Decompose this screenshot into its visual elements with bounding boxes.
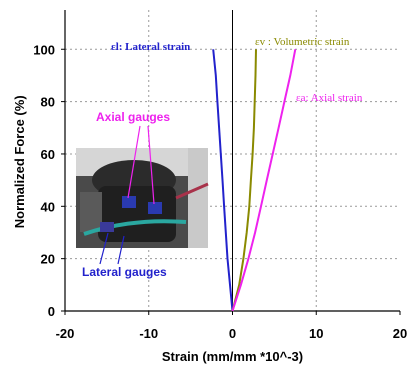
lateral-gauges-arrow-1	[99, 232, 109, 265]
x-tick-label: 10	[309, 326, 323, 341]
axial-gauges-arrow-1	[127, 125, 141, 199]
photo-red-wire	[175, 182, 209, 200]
photo-cable	[83, 219, 187, 236]
x-tick-label: 20	[393, 326, 407, 341]
axial-strain-line	[231, 49, 297, 312]
axial-strain-label: εa: Axial strain	[296, 92, 363, 104]
y-tick-label: 0	[48, 304, 55, 319]
photo-specimen	[98, 186, 176, 242]
volumetric-strain-line	[231, 49, 257, 312]
photo-lateral-gauge	[100, 222, 114, 232]
lateral-strain-line	[212, 49, 234, 312]
data-series	[212, 49, 297, 312]
photo-left-clamp	[80, 192, 102, 232]
y-tick-label: 60	[41, 147, 55, 162]
x-axis-title: Strain (mm/mm *10^-3)	[162, 349, 303, 364]
y-axis-title: Normalized Force (%)	[12, 95, 27, 228]
lateral-gauges-label: Lateral gauges	[82, 265, 167, 279]
lateral-gauges-arrow-2	[117, 235, 125, 265]
tick-labels: 0 20 40 60 80 100 -20 -10 0 10 20 Strain (mm/mm *10…	[12, 42, 407, 364]
annotations: εl: Lateral strain εv : Volumetric strain…	[82, 36, 363, 279]
photo-axial-gauge-1	[122, 196, 136, 208]
x-tick-label: 0	[229, 326, 236, 341]
axial-gauges-label: Axial gauges	[96, 110, 170, 124]
photo-right-light	[188, 148, 208, 248]
specimen-photo	[76, 148, 209, 248]
y-tick-label: 40	[41, 199, 55, 214]
x-tick-label: -20	[56, 326, 75, 341]
y-tick-label: 20	[41, 252, 55, 267]
y-tick-label: 80	[41, 95, 55, 110]
photo-axial-gauge-2	[148, 202, 162, 214]
lateral-strain-label: εl: Lateral strain	[111, 41, 190, 53]
y-tick-label: 100	[33, 42, 55, 57]
axial-gauges-arrow-2	[147, 125, 155, 205]
volumetric-strain-label: εv : Volumetric strain	[255, 36, 350, 48]
x-tick-label: -10	[139, 326, 158, 341]
